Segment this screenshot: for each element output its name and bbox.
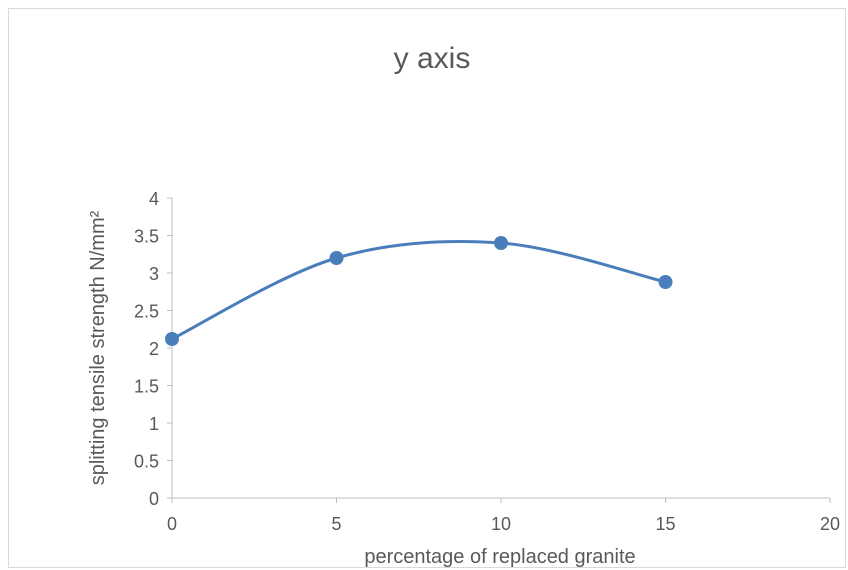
x-axis: 0 5 10 15 20: [167, 497, 840, 534]
chart-area: [8, 8, 846, 568]
y-tick-label: 0.5: [134, 452, 159, 472]
series-line: [171, 239, 666, 341]
y-tick-label: 1.5: [134, 377, 159, 397]
data-point: [329, 251, 344, 265]
series: [165, 236, 673, 346]
y-tick-label: 3: [149, 264, 159, 284]
y-axis-label: splitting tensile strength N/mm²: [87, 210, 109, 485]
y-tick-label: 4: [149, 189, 159, 209]
chart-title: y axis: [394, 42, 471, 75]
x-tick-label: 0: [167, 514, 177, 534]
y-tick-label: 0: [149, 489, 159, 509]
x-tick-label: 10: [491, 514, 511, 534]
x-tick-label: 5: [331, 514, 341, 534]
y-axis: 0 0.5 1 1.5 2 2.5 3 3.5 4: [134, 189, 173, 509]
data-point: [658, 275, 673, 289]
x-tick-label: 15: [655, 514, 675, 534]
y-tick-label: 3.5: [134, 227, 159, 247]
x-tick-label: 20: [820, 514, 840, 534]
x-axis-label: percentage of replaced granite: [364, 546, 635, 568]
data-point: [494, 236, 508, 250]
y-tick-label: 1: [149, 414, 159, 434]
y-tick-label: 2.5: [134, 302, 159, 322]
y-tick-label: 2: [149, 339, 159, 359]
data-point: [165, 332, 179, 346]
